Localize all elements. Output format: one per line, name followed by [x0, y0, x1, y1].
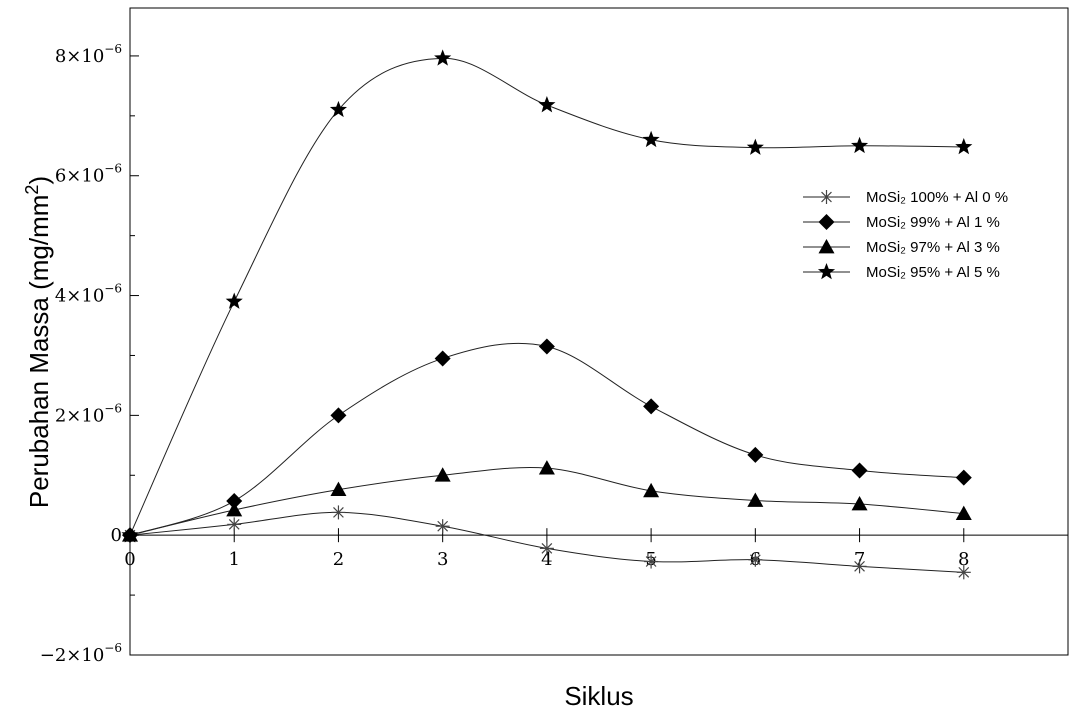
series-line-diamond	[129, 342, 964, 536]
legend: MoSi₂ 100% + Al 0 % MoSi₂ 99% + Al 1 % MoS…	[803, 189, 1008, 281]
data-point-diamond	[434, 350, 451, 367]
legend-marker-diamond	[818, 214, 835, 230]
data-point-star	[955, 137, 973, 155]
legend-entry: MoSi₂ 99% + Al 1 %	[803, 214, 1000, 231]
data-point-triangle	[434, 467, 451, 482]
y-tick-label: −2×10−6	[40, 641, 122, 666]
data-point-triangle	[851, 496, 868, 511]
x-tick-label: 0	[124, 549, 135, 570]
legend-entry: MoSi₂ 100% + Al 0 %	[803, 189, 1008, 206]
data-point-asterisk	[644, 554, 659, 569]
data-point-diamond	[330, 407, 347, 424]
data-point-star	[225, 292, 243, 309]
data-point-asterisk	[539, 541, 554, 556]
data-point-star	[642, 130, 660, 148]
legend-label: MoSi₂ 95% + Al 5 %	[866, 264, 1000, 281]
legend-marker-asterisk	[819, 190, 834, 204]
y-tick-label: 0	[111, 525, 122, 546]
data-point-asterisk	[852, 559, 867, 574]
data-point-asterisk	[331, 505, 346, 520]
legend-label: MoSi₂ 99% + Al 1 %	[866, 214, 1000, 231]
y-tick-label: 8×10−6	[55, 42, 122, 67]
series-line-triangle	[129, 466, 964, 536]
data-point-diamond	[226, 493, 243, 510]
data-point-triangle	[330, 481, 347, 497]
y-tick-label: 6×10−6	[55, 162, 122, 187]
y-tick-label: 4×10−6	[55, 282, 122, 307]
legend-entry: MoSi₂ 97% + Al 3 %	[803, 239, 1000, 256]
x-tick-label: 3	[437, 549, 448, 570]
chart-curves	[129, 57, 964, 573]
data-point-star	[329, 100, 348, 118]
chart-ticks: 0123456788×10−66×10−64×10−62×10−60−2×10−…	[40, 42, 1069, 666]
data-point-asterisk	[435, 519, 450, 534]
data-point-asterisk	[227, 517, 242, 532]
x-tick-label: 4	[541, 549, 552, 570]
legend-marker-star	[817, 263, 836, 280]
data-point-diamond	[851, 462, 868, 479]
chart-markers	[121, 49, 973, 580]
x-tick-label: 8	[958, 549, 969, 570]
y-tick-label: 2×10−6	[55, 401, 122, 426]
data-point-triangle	[538, 460, 555, 475]
x-tick-label: 1	[228, 549, 239, 570]
data-point-star	[538, 96, 556, 113]
data-point-triangle	[226, 502, 243, 517]
x-tick-label: 2	[333, 549, 344, 570]
data-point-star	[434, 49, 452, 66]
x-axis-title: Siklus	[564, 681, 633, 711]
plot-frame	[129, 7, 1069, 656]
legend-label: MoSi₂ 97% + Al 3 %	[866, 239, 1000, 256]
data-point-asterisk	[748, 552, 763, 567]
chart-axes	[129, 7, 1069, 656]
data-point-diamond	[643, 398, 660, 415]
data-point-triangle	[747, 492, 764, 507]
data-point-asterisk	[956, 565, 971, 580]
data-point-diamond	[538, 338, 555, 355]
data-point-diamond	[747, 446, 764, 463]
legend-entry: MoSi₂ 95% + Al 5 %	[803, 263, 1000, 281]
legend-label: MoSi₂ 100% + Al 0 %	[866, 189, 1008, 206]
data-point-star	[746, 138, 764, 155]
data-point-star	[850, 136, 869, 154]
legend-marker-triangle	[818, 239, 835, 254]
data-point-star	[121, 526, 139, 543]
data-point-diamond	[955, 469, 972, 486]
data-point-triangle	[643, 482, 660, 498]
y-axis-title: Perubahan Massa (mg/mm2)	[22, 176, 54, 508]
data-point-triangle	[955, 505, 972, 521]
